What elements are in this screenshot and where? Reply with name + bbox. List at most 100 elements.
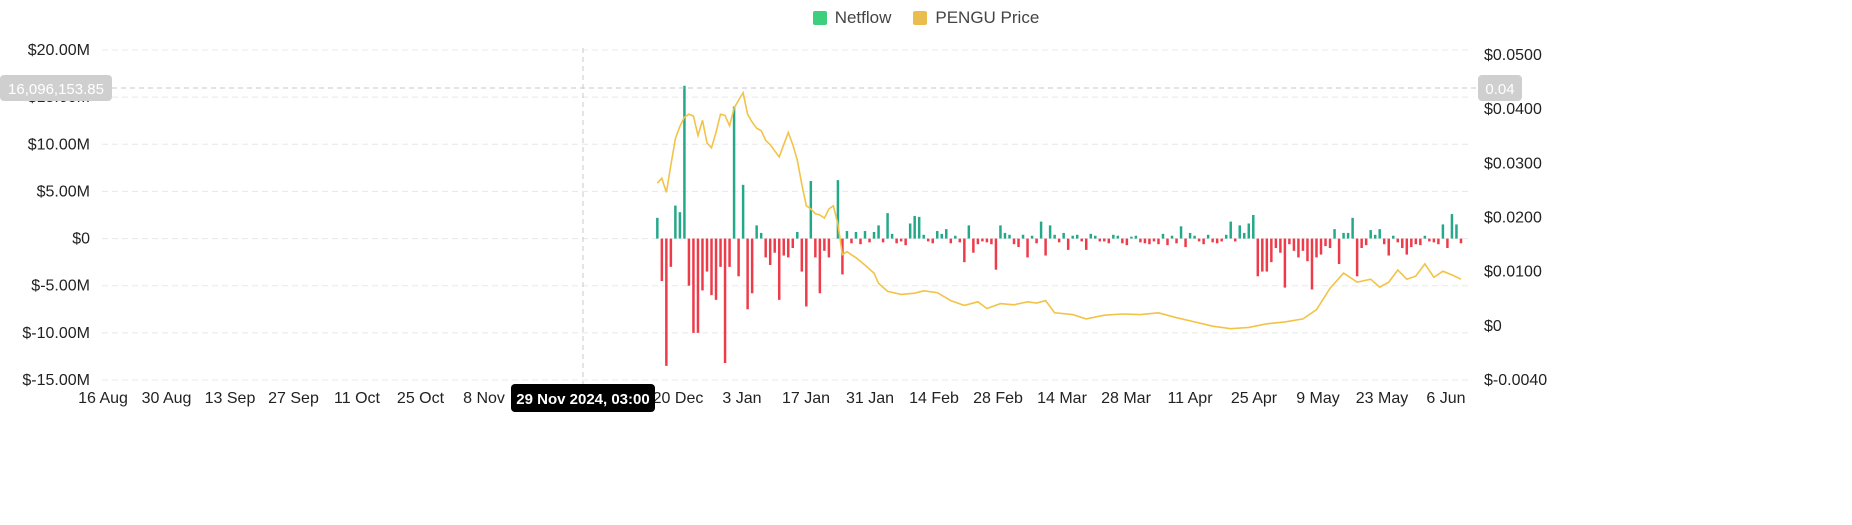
netflow-bar xyxy=(823,238,826,251)
netflow-bar xyxy=(1288,238,1291,245)
x-tick-label: 20 Dec xyxy=(653,390,704,407)
netflow-bar xyxy=(1112,234,1115,239)
netflow-bar xyxy=(1428,238,1431,242)
netflow-bar xyxy=(764,238,767,258)
y-right-tick-label: $0.0300 xyxy=(1484,155,1542,172)
netflow-bar xyxy=(732,106,736,239)
netflow-bar xyxy=(1012,238,1016,245)
netflow-bar xyxy=(922,234,925,239)
netflow-bar xyxy=(1062,232,1065,239)
netflow-bar xyxy=(777,238,781,300)
netflow-bar xyxy=(1256,238,1260,277)
netflow-bar xyxy=(1166,238,1169,246)
netflow-bar xyxy=(1261,238,1264,272)
y-right-tick-label: $0.0200 xyxy=(1484,210,1542,227)
netflow-bar xyxy=(1075,234,1079,239)
netflow-bar xyxy=(1170,235,1174,239)
netflow-bar xyxy=(1387,238,1390,256)
netflow-bar xyxy=(1274,238,1278,248)
netflow-bar xyxy=(1107,238,1111,244)
netflow-bar xyxy=(1044,238,1047,256)
netflow-bar xyxy=(1450,214,1454,239)
netflow-bar xyxy=(972,238,975,253)
netflow-bar xyxy=(1265,238,1269,272)
x-tick-label: 14 Feb xyxy=(909,390,959,407)
y-right-tick-label: $0.0400 xyxy=(1484,101,1542,118)
netflow-bar xyxy=(687,238,691,286)
x-tick-label: 13 Sep xyxy=(205,390,256,407)
netflow-bar xyxy=(1048,225,1052,239)
legend-netflow[interactable]: Netflow xyxy=(812,8,892,28)
x-tick-label: 31 Jan xyxy=(846,390,894,407)
netflow-bar xyxy=(1423,235,1427,239)
x-tick-label: 25 Oct xyxy=(397,390,445,407)
crosshair: 16,096,153.85 0.04 29 Nov 2024, 03:00 xyxy=(0,48,1522,412)
legend-price-label: PENGU Price xyxy=(935,8,1040,27)
netflow-bar xyxy=(737,238,740,277)
netflow-bar xyxy=(1021,234,1025,239)
netflow-bar xyxy=(1405,238,1409,255)
netflow-bar xyxy=(1116,235,1120,239)
netflow-bar xyxy=(967,225,971,239)
netflow-bar xyxy=(994,238,998,270)
netflow-bar xyxy=(1414,238,1418,245)
x-tick-label: 3 Jan xyxy=(722,390,761,407)
netflow-bar xyxy=(1139,238,1142,243)
netflow-bar xyxy=(1089,233,1092,239)
legend[interactable]: Netflow PENGU Price xyxy=(0,8,1852,28)
netflow-bar xyxy=(1441,224,1445,239)
netflow-bar xyxy=(696,238,700,333)
netflow-bar xyxy=(1419,238,1422,246)
netflow-bar xyxy=(800,238,804,272)
netflow-bar xyxy=(931,238,934,244)
netflow-bar xyxy=(868,238,871,243)
netflow-bar xyxy=(669,238,673,267)
netflow-bar xyxy=(818,238,822,294)
netflow-bar xyxy=(1143,238,1147,244)
x-tick-label: 28 Feb xyxy=(973,390,1023,407)
netflow-bar xyxy=(1125,238,1129,246)
netflow-bar xyxy=(714,238,718,300)
x-tick-label: 11 Oct xyxy=(334,390,381,407)
netflow-bar xyxy=(1197,238,1201,242)
netflow-bar xyxy=(1342,232,1345,239)
x-tick-label: 17 Jan xyxy=(782,390,830,407)
x-tick-label: 8 Nov xyxy=(463,390,505,407)
grid-lines xyxy=(102,49,1470,381)
crosshair-right-value: 0.04 xyxy=(1485,81,1514,98)
y-right-tick-label: $-0.0040 xyxy=(1484,372,1547,389)
netflow-bar xyxy=(1455,224,1458,239)
netflow-bar xyxy=(692,238,695,333)
netflow-bar xyxy=(1432,238,1436,243)
netflow-bar xyxy=(1229,221,1232,239)
netflow-bar xyxy=(1121,238,1124,244)
netflow-bar xyxy=(827,238,831,258)
netflow-bar xyxy=(1315,238,1318,258)
netflow-bar xyxy=(791,238,795,248)
crosshair-left-badge xyxy=(0,75,112,101)
netflow-bar xyxy=(1211,238,1214,243)
netflow-bar xyxy=(705,238,709,272)
y-left-tick-label: $-10.00M xyxy=(22,325,90,342)
price-line[interactable] xyxy=(656,90,1462,330)
netflow-bar xyxy=(660,238,664,281)
netflow-bar xyxy=(1401,238,1404,248)
netflow-bar xyxy=(1283,238,1287,288)
netflow-bar xyxy=(850,238,853,244)
x-tick-label: 9 May xyxy=(1296,390,1340,407)
netflow-bar xyxy=(710,238,713,296)
netflow-bar xyxy=(719,238,722,267)
netflow-bar xyxy=(1017,238,1020,248)
netflow-bar xyxy=(1392,235,1395,239)
netflow-bar xyxy=(1351,217,1354,239)
netflow-bar xyxy=(1333,229,1336,239)
netflow-bar xyxy=(1310,238,1314,290)
netflow-bars[interactable] xyxy=(656,85,1463,366)
netflow-bar xyxy=(1175,238,1178,244)
legend-price[interactable]: PENGU Price xyxy=(913,8,1039,28)
axes: $20.00M$15.00M$10.00M$5.00M$0$-5.00M$-10… xyxy=(22,42,1547,407)
legend-netflow-label: Netflow xyxy=(834,8,892,27)
netflow-bar xyxy=(656,217,659,239)
netflow-bar xyxy=(836,180,840,239)
netflow-bar xyxy=(1279,238,1282,253)
